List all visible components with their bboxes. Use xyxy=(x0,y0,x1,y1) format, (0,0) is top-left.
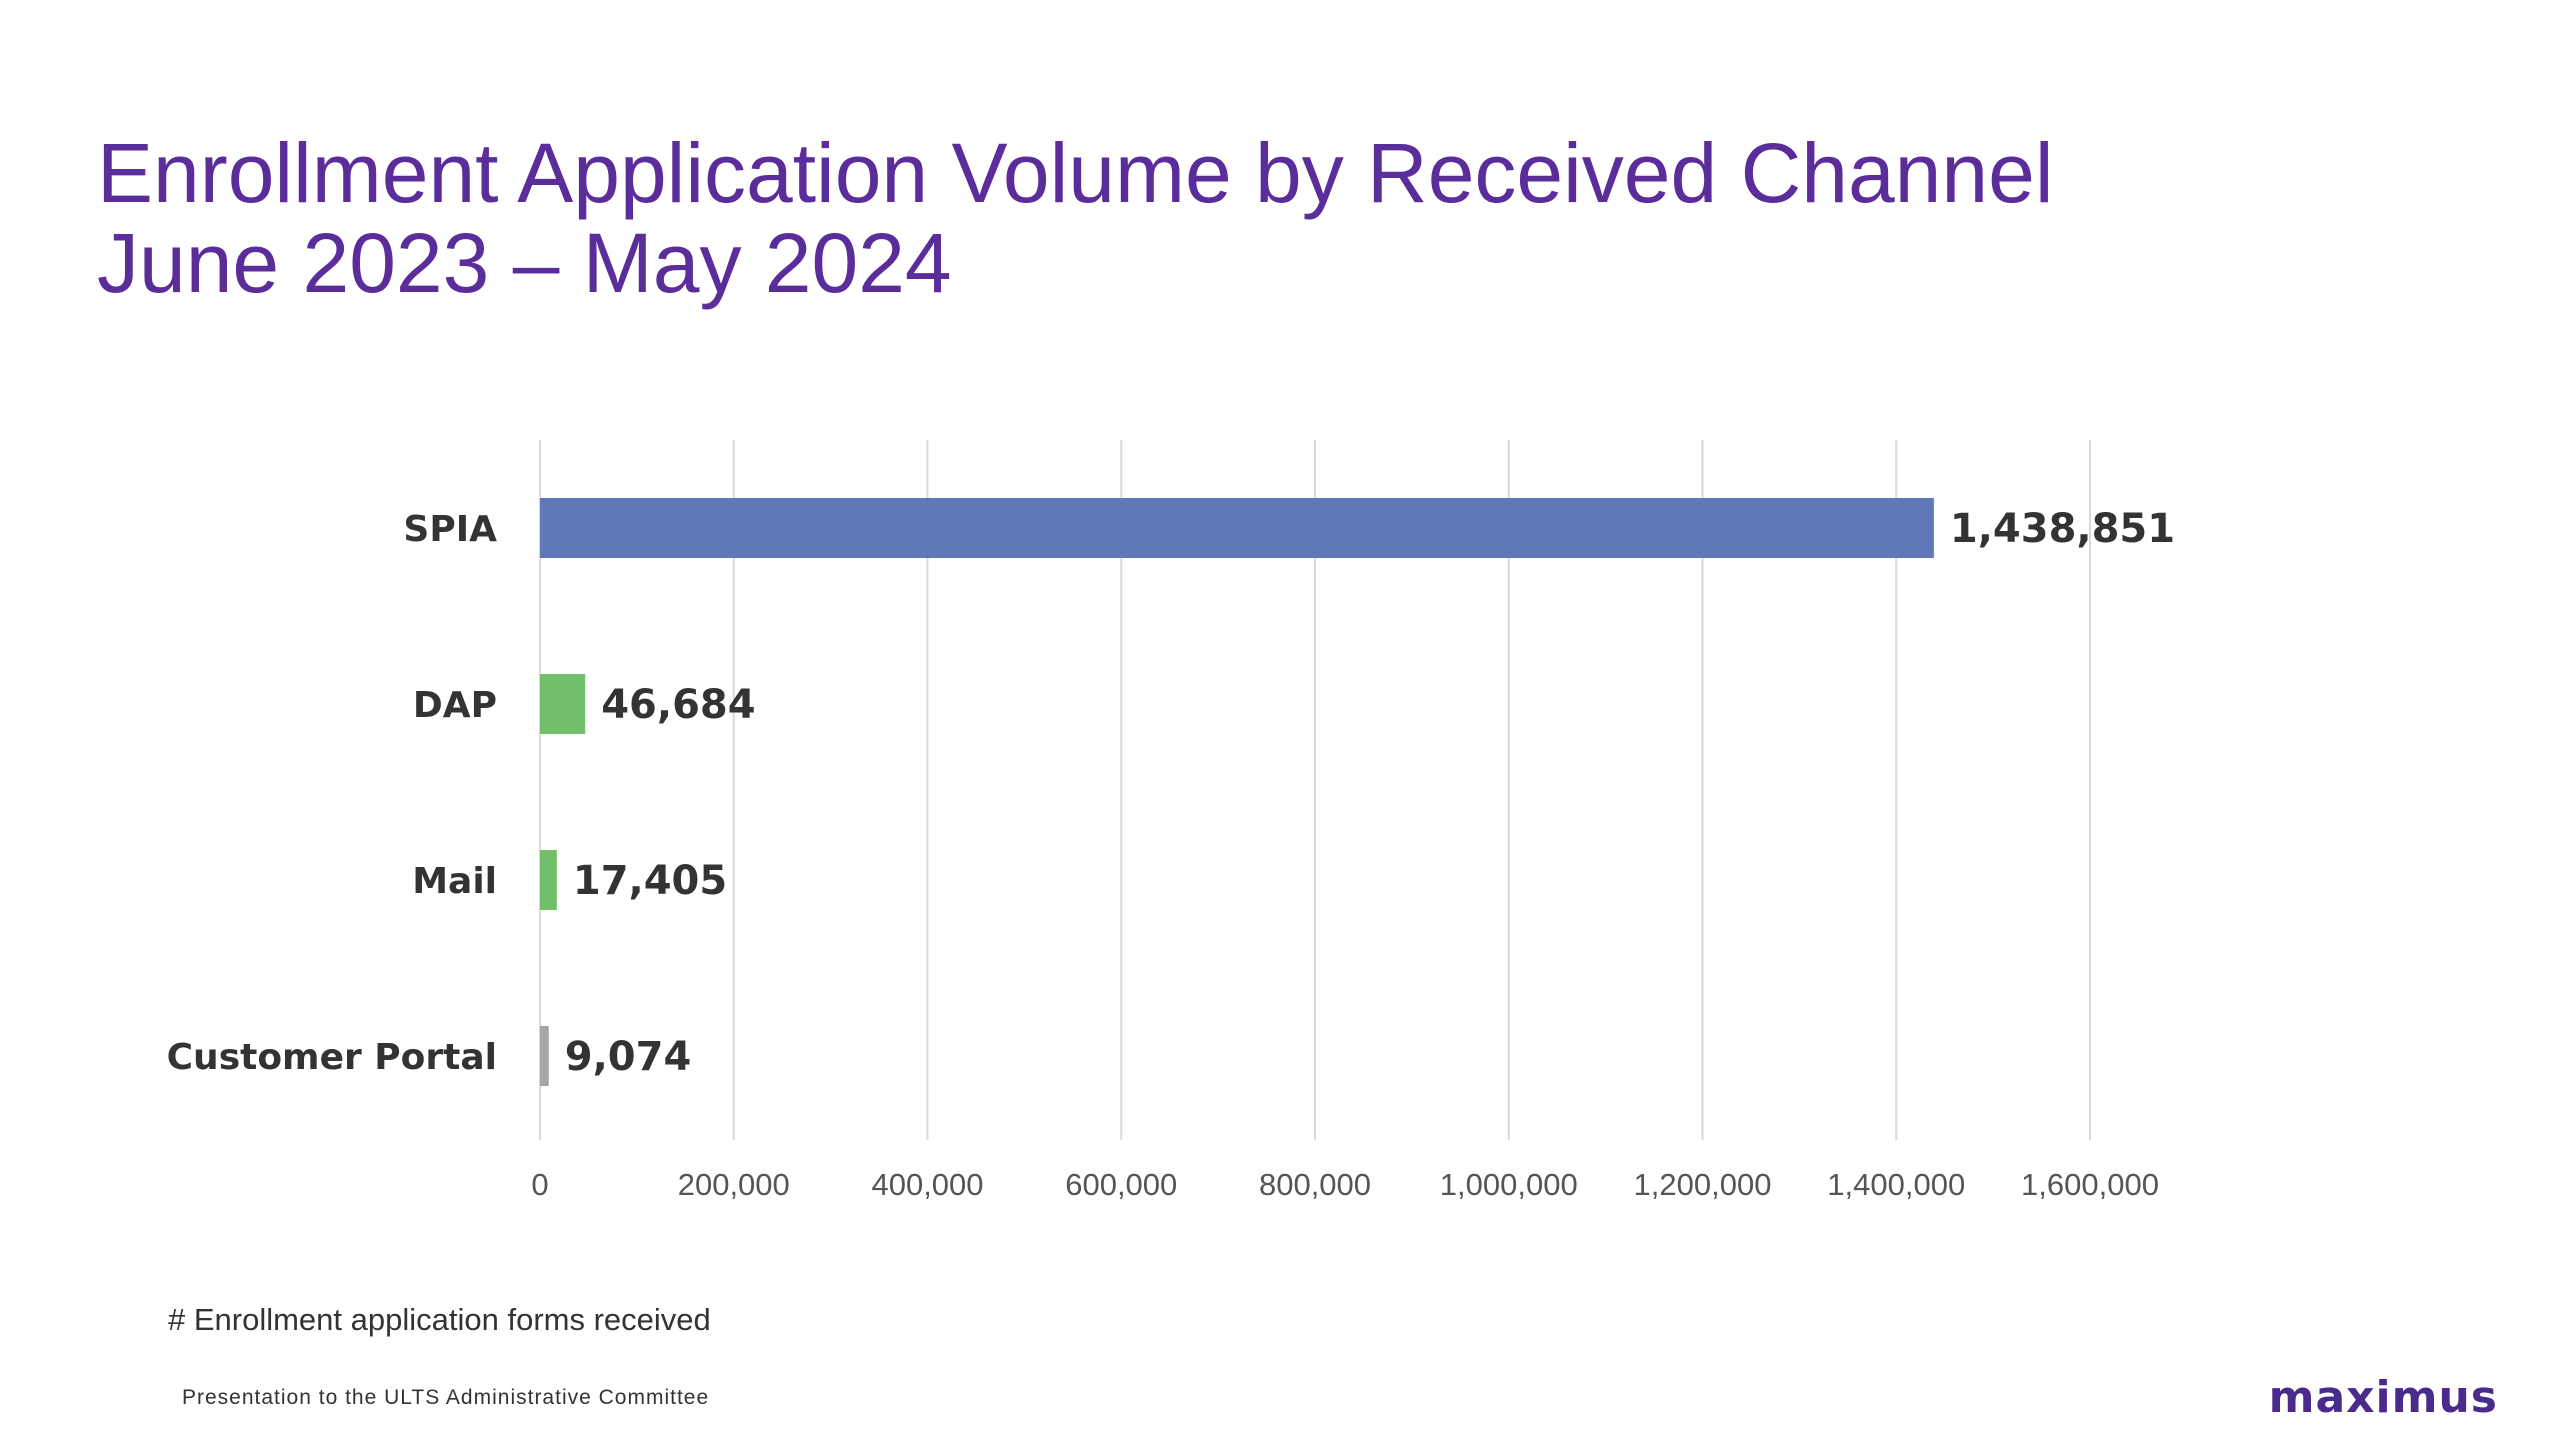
data-label: 9,074 xyxy=(565,1034,692,1080)
bars xyxy=(540,498,1934,1086)
x-tick-label: 1,400,000 xyxy=(1827,1167,1965,1202)
x-tick-label: 400,000 xyxy=(871,1167,983,1202)
footer-text: Presentation to the ULTS Administrative … xyxy=(182,1386,710,1409)
bar-mail xyxy=(540,850,557,910)
bar-customer-portal xyxy=(540,1026,549,1086)
category-label: Mail xyxy=(412,861,497,902)
data-label: 46,684 xyxy=(601,682,755,728)
category-label: SPIA xyxy=(403,509,497,550)
x-axis-tick-labels: 0 200,000 400,000 600,000 800,000 1,000,000 1,… xyxy=(531,1167,2159,1202)
data-label: 1,438,851 xyxy=(1950,506,2175,552)
maximus-logo: maximus xyxy=(2268,1372,2498,1423)
title-line-2: June 2023 – May 2024 xyxy=(97,216,952,310)
title-line-1: Enrollment Application Volume by Receive… xyxy=(97,126,2054,220)
category-labels: SPIA DAP Mail Customer Portal xyxy=(167,509,497,1078)
bar-spia xyxy=(540,498,1934,558)
x-tick-label: 1,000,000 xyxy=(1440,1167,1578,1202)
category-label: Customer Portal xyxy=(167,1037,497,1078)
x-tick-label: 600,000 xyxy=(1065,1167,1177,1202)
x-tick-label: 200,000 xyxy=(678,1167,790,1202)
category-label: DAP xyxy=(413,685,497,726)
slide-title: Enrollment Application Volume by Receive… xyxy=(97,128,2054,308)
data-label: 17,405 xyxy=(573,858,727,904)
x-axis-label: # Enrollment application forms received xyxy=(168,1302,711,1337)
x-tick-label: 800,000 xyxy=(1259,1167,1371,1202)
x-tick-label: 1,200,000 xyxy=(1634,1167,1772,1202)
bar-dap xyxy=(540,674,586,734)
data-labels: 1,438,851 46,684 17,405 9,074 xyxy=(565,506,2175,1080)
x-tick-label: 1,600,000 xyxy=(2021,1167,2159,1202)
x-tick-label: 0 xyxy=(531,1167,548,1202)
